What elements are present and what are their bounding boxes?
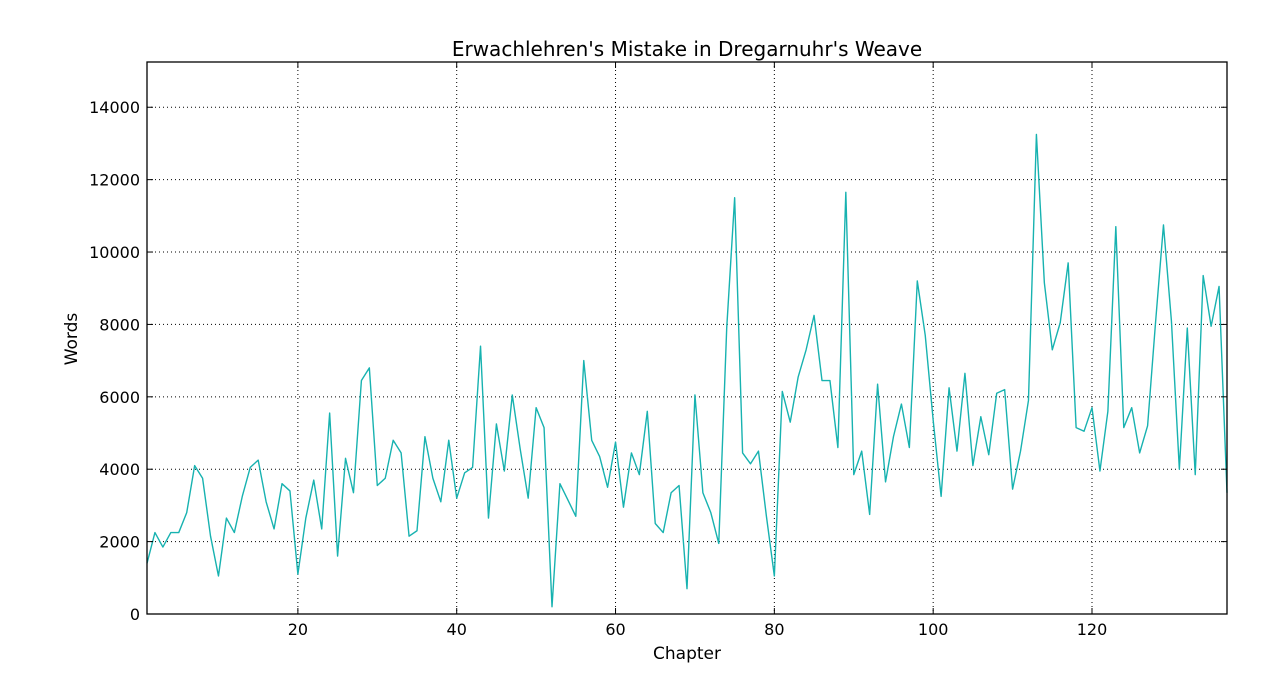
y-tick-label: 4000	[99, 460, 140, 479]
x-tick-label: 120	[1077, 620, 1108, 639]
y-axis-label: Words	[62, 313, 82, 366]
x-tick-label: 60	[605, 620, 625, 639]
y-tick-label: 10000	[89, 243, 140, 262]
plot-frame	[146, 61, 1228, 615]
axis-ticks: 0 2000 4000 6000 8000 10000 12000 14000 20 40 60 80…	[89, 62, 1227, 639]
series-layer	[146, 133, 1228, 608]
y-tick-label: 8000	[99, 315, 140, 334]
grid-lines	[147, 62, 1227, 614]
x-tick-label: 40	[447, 620, 467, 639]
x-axis-label: Chapter	[653, 644, 721, 664]
x-tick-label: 20	[288, 620, 308, 639]
chart-title: Erwachlehren's Mistake in Dregarnuhr's W…	[452, 37, 922, 61]
x-tick-label: 100	[918, 620, 949, 639]
y-tick-label: 2000	[99, 533, 140, 552]
y-tick-label: 12000	[89, 171, 140, 190]
series-line	[146, 133, 1228, 608]
y-tick-label: 0	[130, 605, 140, 624]
x-tick-label: 80	[764, 620, 784, 639]
y-tick-label: 14000	[89, 98, 140, 117]
y-tick-label: 6000	[99, 388, 140, 407]
